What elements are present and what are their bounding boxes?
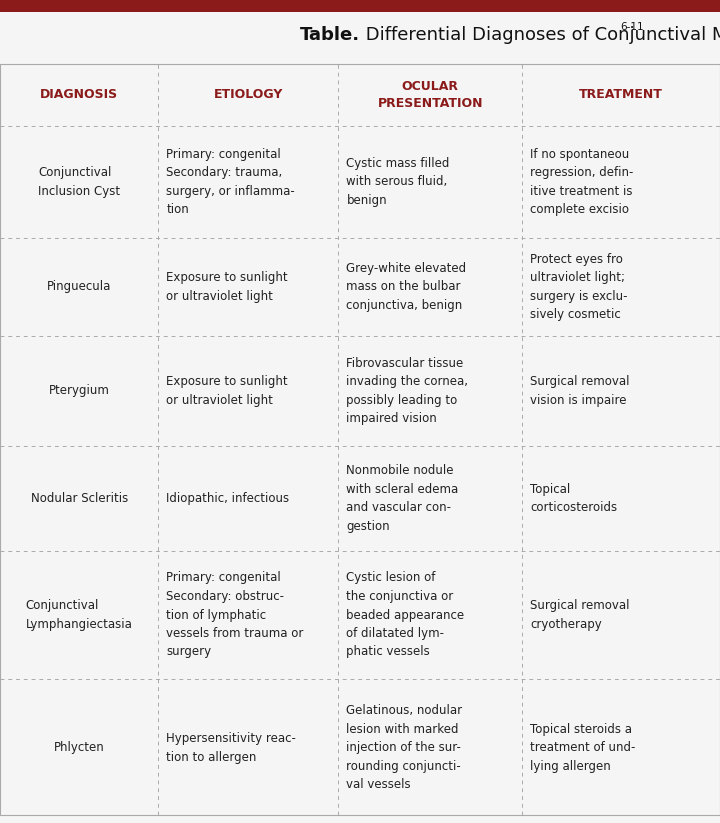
Text: Table.: Table. [300, 26, 360, 44]
Text: Topical steroids a
treatment of und-
lying allergen: Topical steroids a treatment of und- lyi… [530, 723, 635, 773]
Text: Protect eyes fro
ultraviolet light;
surgery is exclu-
sively cosmetic: Protect eyes fro ultraviolet light; surg… [530, 253, 628, 321]
Text: 6-11: 6-11 [621, 22, 644, 32]
Text: Primary: congenital
Secondary: obstruc-
tion of lymphatic
vessels from trauma or: Primary: congenital Secondary: obstruc- … [166, 571, 304, 658]
Text: Idiopathic, infectious: Idiopathic, infectious [166, 492, 289, 505]
Text: Gelatinous, nodular
lesion with marked
injection of the sur-
rounding conjuncti-: Gelatinous, nodular lesion with marked i… [346, 704, 462, 792]
Text: Cystic lesion of
the conjunctiva or
beaded appearance
of dilatated lym-
phatic v: Cystic lesion of the conjunctiva or bead… [346, 571, 464, 658]
Text: Fibrovascular tissue
invading the cornea,
possibly leading to
impaired vision: Fibrovascular tissue invading the cornea… [346, 356, 469, 425]
Text: ETIOLOGY: ETIOLOGY [214, 89, 283, 101]
Text: Exposure to sunlight
or ultraviolet light: Exposure to sunlight or ultraviolet ligh… [166, 375, 288, 407]
Text: TREATMENT: TREATMENT [579, 89, 663, 101]
Text: Conjunctival
Inclusion Cyst: Conjunctival Inclusion Cyst [38, 166, 120, 198]
Text: Conjunctival
Lymphangiectasia: Conjunctival Lymphangiectasia [26, 599, 132, 630]
Text: Pinguecula: Pinguecula [47, 281, 112, 294]
Text: If no spontaneou
regression, defin-
itive treatment is
complete excisio: If no spontaneou regression, defin- itiv… [530, 148, 634, 216]
Text: Phlycten: Phlycten [54, 742, 104, 755]
Text: OCULAR
PRESENTATION: OCULAR PRESENTATION [377, 80, 483, 110]
Text: Differential Diagnoses of Conjunctival Masses: Differential Diagnoses of Conjunctival M… [360, 26, 720, 44]
Text: Hypersensitivity reac-
tion to allergen: Hypersensitivity reac- tion to allergen [166, 732, 296, 764]
Text: DIAGNOSIS: DIAGNOSIS [40, 89, 118, 101]
Text: Nodular Scleritis: Nodular Scleritis [30, 492, 128, 505]
Text: Pterygium: Pterygium [49, 384, 109, 398]
Text: Cystic mass filled
with serous fluid,
benign: Cystic mass filled with serous fluid, be… [346, 157, 450, 207]
Text: Primary: congenital
Secondary: trauma,
surgery, or inflamma-
tion: Primary: congenital Secondary: trauma, s… [166, 148, 295, 216]
Text: Topical
corticosteroids: Topical corticosteroids [530, 483, 617, 514]
Text: Exposure to sunlight
or ultraviolet light: Exposure to sunlight or ultraviolet ligh… [166, 272, 288, 303]
Text: Grey-white elevated
mass on the bulbar
conjunctiva, benign: Grey-white elevated mass on the bulbar c… [346, 262, 467, 312]
Text: Nonmobile nodule
with scleral edema
and vascular con-
gestion: Nonmobile nodule with scleral edema and … [346, 464, 459, 532]
Text: Surgical removal
vision is impaire: Surgical removal vision is impaire [530, 375, 629, 407]
Text: Surgical removal
cryotherapy: Surgical removal cryotherapy [530, 599, 629, 630]
Bar [0, 0, 720, 12]
